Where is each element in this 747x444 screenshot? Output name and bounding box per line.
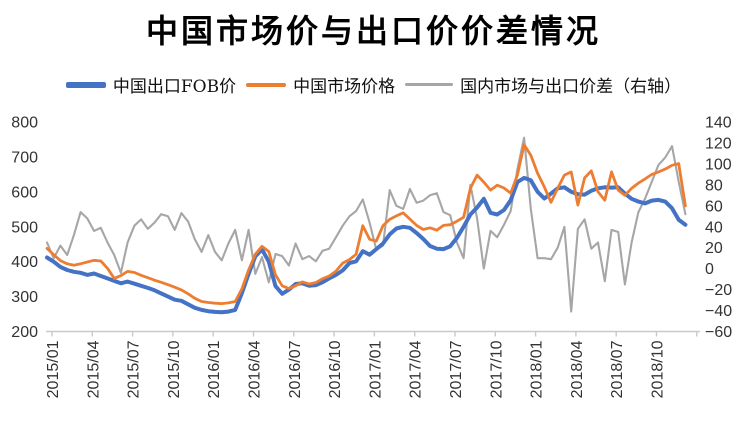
x-axis-tick-label: 2016/10 [327,340,344,398]
legend-item-fob: 中国出口FOB价 [65,72,237,97]
x-axis-tick-label: 2015/10 [166,340,183,398]
chart-title: 中国市场价与出口价价差情况 [145,12,601,50]
right-axis-tick-label: 60 [705,198,723,215]
right-axis-tick-label: −20 [705,282,732,299]
x-axis-tick-label: 2018/01 [529,340,546,398]
left-axis-tick-label: 400 [11,254,38,271]
left-axis-tick-label: 600 [11,184,38,201]
right-axis-tick-label: −40 [705,303,732,320]
legend-label-fob: 中国出口FOB价 [112,77,237,97]
right-axis-tick-label: 20 [705,240,723,257]
right-axis-tick-label: 80 [705,177,723,194]
x-axis-tick-label: 2015/01 [45,340,62,398]
right-axis-tick-label: 100 [705,156,732,173]
right-axis-tick-label: 40 [705,219,723,236]
left-axis-tick-label: 500 [11,219,38,236]
x-axis-tick-label: 2017/01 [367,340,384,398]
x-axis-tick-label: 2018/07 [609,340,626,398]
left-axis-tick-label: 300 [11,289,38,306]
legend-label-spread: 国内市场与出口价差（右轴） [460,77,682,97]
x-axis-tick-label: 2015/04 [85,340,102,398]
left-axis-tick-label: 800 [11,115,38,132]
right-axis-tick-label: 0 [705,261,714,278]
x-axis-tick-label: 2015/07 [126,340,143,398]
x-axis-tick-label: 2018/10 [650,340,667,398]
legend-label-market: 中国市场价格 [293,77,396,97]
legend-item-spread: 国内市场与出口价差（右轴） [405,72,681,97]
right-axis-tick-label: −60 [705,324,732,341]
x-axis-tick-label: 2017/10 [488,340,505,398]
left-axis-tick-label: 200 [11,324,38,341]
x-axis-tick-label: 2017/07 [448,340,465,398]
spread-line [45,136,687,313]
x-axis-tick-label: 2016/04 [247,340,264,398]
right-axis-tick-label: 140 [705,115,732,132]
x-axis-tick-label: 2017/04 [408,340,425,398]
x-axis-tick-label: 2018/04 [569,340,586,398]
x-axis-tick-label: 2016/01 [206,340,223,398]
chart-legend: 中国出口FOB价 中国市场价格 国内市场与出口价差（右轴） [0,72,747,97]
market-line-swatch [246,82,287,87]
legend-item-market: 中国市场价格 [246,72,395,97]
fob-line-swatch [65,81,106,88]
right-axis-tick-label: 120 [705,135,732,152]
x-axis-tick-label: 2016/07 [287,340,304,398]
spread-line-swatch [405,83,454,86]
fob-price-line [45,175,688,315]
market-price-line [45,143,687,306]
left-axis-tick-label: 700 [11,149,38,166]
